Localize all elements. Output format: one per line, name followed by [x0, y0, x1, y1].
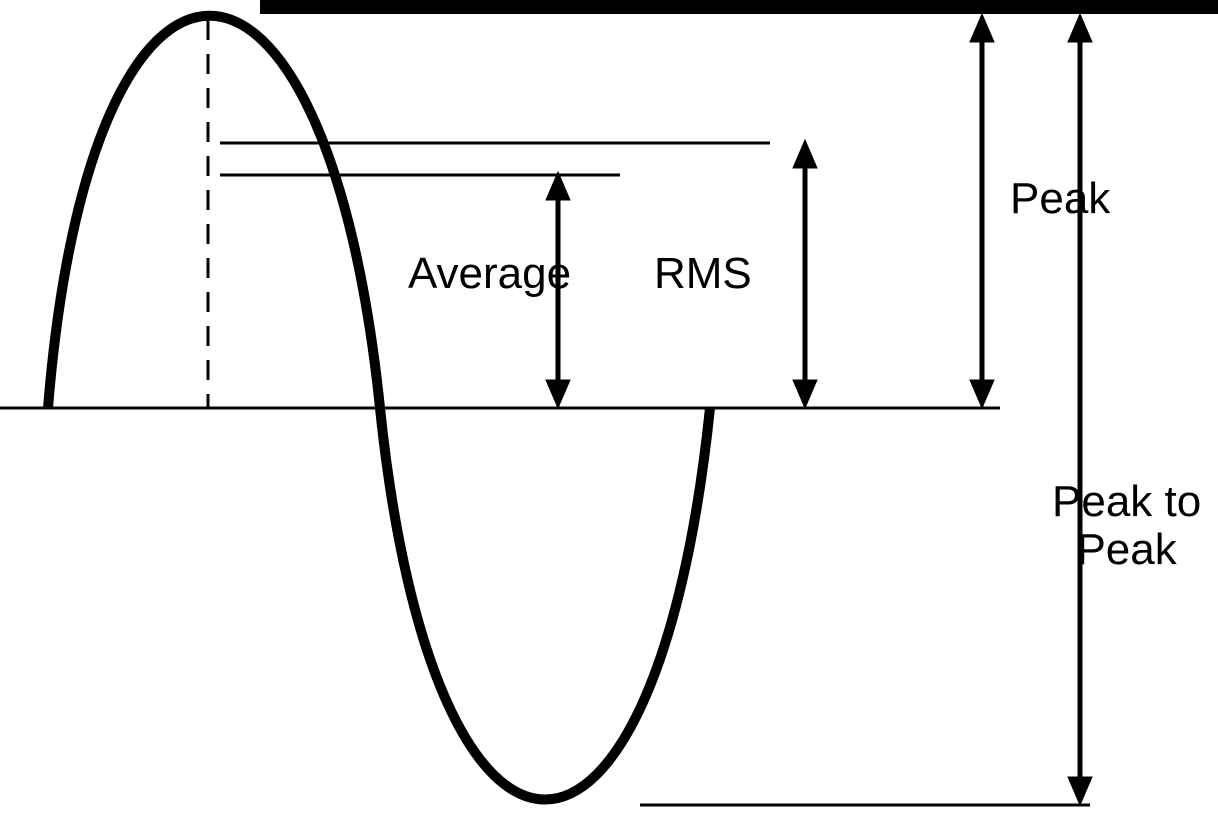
diagram-svg [0, 0, 1218, 822]
sine-wave-measurements-diagram: Average RMS Peak Peak to Peak [0, 0, 1218, 822]
rms-label: RMS [654, 250, 752, 298]
peak-dimension-arrow [970, 14, 994, 408]
peak-label: Peak [1010, 175, 1110, 223]
peak-to-peak-label: Peak to Peak [1052, 478, 1201, 575]
average-label: Average [408, 250, 571, 298]
rms-dimension-arrow [793, 140, 817, 408]
peak-to-peak-dimension-arrow [1068, 14, 1092, 805]
